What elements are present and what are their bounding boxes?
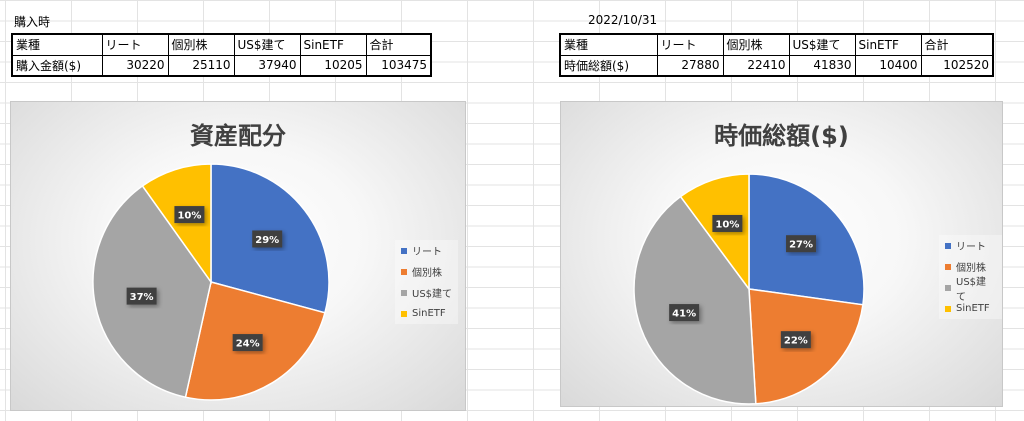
table-cell[interactable]: 合計 — [920, 33, 994, 56]
date-caption: 2022/10/31 — [588, 13, 658, 27]
table-cell[interactable]: 103475 — [365, 54, 432, 77]
legend-swatch — [945, 284, 951, 291]
legend-item[interactable]: リート — [939, 235, 1002, 256]
chart-title: 時価総額($) — [714, 122, 849, 150]
legend-swatch — [945, 263, 951, 270]
table-cell[interactable]: 10205 — [299, 54, 367, 77]
svg-text:24%: 24% — [236, 339, 260, 350]
legend-label: リート — [412, 247, 442, 258]
table-header-row: 業種 リート 個別株 US$建て SinETF 合計 — [11, 33, 432, 56]
data-label-2: 24% — [232, 334, 263, 352]
table-header-row: 業種 リート 個別株 US$建て SinETF 合計 — [559, 33, 994, 56]
table-cell[interactable]: 102520 — [920, 54, 994, 77]
chart-title: 資産配分 — [190, 122, 286, 150]
svg-text:27%: 27% — [789, 240, 813, 251]
table-cell[interactable]: 27880 — [656, 54, 724, 77]
purchase-table: 業種 リート 個別株 US$建て SinETF 合計 購入金額($) 30220… — [11, 33, 432, 77]
svg-text:22%: 22% — [784, 336, 808, 347]
legend-swatch — [945, 305, 951, 312]
table-row: 時価総額($) 27880 22410 41830 10400 102520 — [559, 54, 994, 77]
svg-text:41%: 41% — [672, 309, 696, 320]
table-cell[interactable]: 時価総額($) — [559, 54, 658, 77]
data-label-2: 22% — [780, 331, 811, 349]
legend-item[interactable]: SinETF — [395, 303, 458, 324]
data-label-4: 10% — [712, 214, 743, 232]
table-cell[interactable]: 業種 — [11, 33, 103, 56]
legend-item[interactable]: 個別株 — [939, 256, 1002, 277]
data-label-4: 10% — [174, 206, 205, 224]
legend-label: US$建て — [956, 276, 987, 303]
table-row: 購入金額($) 30220 25110 37940 10205 103475 — [11, 54, 432, 77]
data-label-3: 37% — [126, 287, 157, 305]
legend-item[interactable]: US$建て — [939, 277, 1002, 303]
table-cell[interactable]: 業種 — [559, 33, 658, 56]
market-value-pie-svg: 27% 22% 41% 10% — [633, 173, 865, 405]
table-cell[interactable]: 22410 — [722, 54, 790, 77]
legend-swatch — [401, 310, 407, 317]
table-cell[interactable]: リート — [101, 33, 169, 56]
table-cell[interactable]: 購入金額($) — [11, 54, 103, 77]
table-cell[interactable]: 10400 — [854, 54, 922, 77]
legend-label: 個別株 — [956, 263, 986, 274]
market-value-chart[interactable]: 時価総額($) 27% 22% 41% 10% リート個別株 US$建て SinETF — [560, 101, 1003, 407]
table-cell[interactable]: SinETF — [299, 33, 367, 56]
table-cell[interactable]: US$建て — [788, 33, 856, 56]
table-cell[interactable]: 個別株 — [167, 33, 235, 56]
table-cell[interactable]: US$建て — [233, 33, 301, 56]
table-cell[interactable]: 合計 — [365, 33, 432, 56]
data-label-3: 41% — [669, 304, 700, 322]
svg-text:29%: 29% — [255, 235, 279, 246]
table-cell[interactable]: リート — [656, 33, 724, 56]
pie-slice-3[interactable] — [633, 195, 757, 405]
legend-swatch — [401, 268, 407, 275]
legend-item[interactable]: US$建て — [395, 282, 458, 303]
chart-legend: リート個別株 US$建て SinETF — [395, 240, 459, 324]
market-value-table: 業種 リート 個別株 US$建て SinETF 合計 時価総額($) 27880… — [559, 33, 994, 77]
legend-swatch — [945, 242, 951, 249]
legend-item[interactable]: SinETF — [939, 298, 1002, 319]
svg-text:37%: 37% — [130, 292, 154, 303]
legend-swatch — [401, 247, 407, 254]
allocation-pie-svg: 29% 24% 37% 10% — [92, 163, 330, 401]
legend-swatch — [401, 289, 407, 296]
legend-label: SinETF — [412, 308, 446, 319]
legend-item[interactable]: リート — [395, 240, 458, 261]
purchase-caption: 購入時 — [14, 15, 51, 29]
data-label-1: 27% — [786, 235, 817, 253]
table-cell[interactable]: 25110 — [167, 54, 235, 77]
svg-text:10%: 10% — [177, 211, 201, 222]
table-cell[interactable]: SinETF — [854, 33, 922, 56]
legend-item[interactable]: 個別株 — [395, 261, 458, 282]
legend-label: SinETF — [956, 303, 990, 314]
table-cell[interactable]: 個別株 — [722, 33, 790, 56]
table-cell[interactable]: 41830 — [788, 54, 856, 77]
table-cell[interactable]: 37940 — [233, 54, 301, 77]
chart-legend: リート個別株 US$建て SinETF — [939, 235, 1002, 319]
allocation-chart[interactable]: 資産配分 29% 24% 37% 10% リート個別株 US$建て SinETF — [10, 101, 466, 411]
svg-text:10%: 10% — [715, 219, 739, 230]
data-label-1: 29% — [252, 230, 283, 248]
table-cell[interactable]: 30220 — [101, 54, 169, 77]
legend-label: US$建て — [412, 289, 453, 300]
legend-label: リート — [956, 242, 986, 253]
legend-label: 個別株 — [412, 268, 442, 279]
